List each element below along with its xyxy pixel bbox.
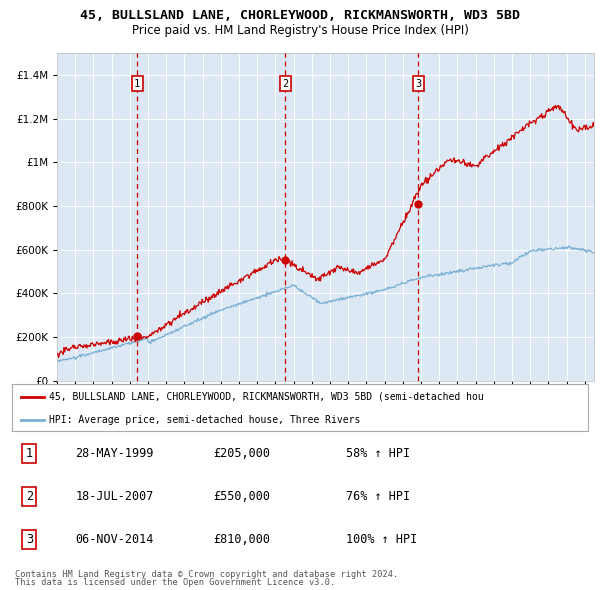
Text: 2: 2 — [26, 490, 33, 503]
Text: 76% ↑ HPI: 76% ↑ HPI — [346, 490, 410, 503]
Text: 06-NOV-2014: 06-NOV-2014 — [76, 533, 154, 546]
Text: £550,000: £550,000 — [214, 490, 271, 503]
Text: Price paid vs. HM Land Registry's House Price Index (HPI): Price paid vs. HM Land Registry's House … — [131, 24, 469, 37]
Text: Contains HM Land Registry data © Crown copyright and database right 2024.: Contains HM Land Registry data © Crown c… — [15, 570, 398, 579]
Text: £810,000: £810,000 — [214, 533, 271, 546]
Text: 100% ↑ HPI: 100% ↑ HPI — [346, 533, 418, 546]
Text: HPI: Average price, semi-detached house, Three Rivers: HPI: Average price, semi-detached house,… — [49, 415, 361, 425]
Text: 18-JUL-2007: 18-JUL-2007 — [76, 490, 154, 503]
Text: 45, BULLSLAND LANE, CHORLEYWOOD, RICKMANSWORTH, WD3 5BD: 45, BULLSLAND LANE, CHORLEYWOOD, RICKMAN… — [80, 9, 520, 22]
Text: 2: 2 — [282, 78, 289, 88]
Text: 58% ↑ HPI: 58% ↑ HPI — [346, 447, 410, 460]
Text: This data is licensed under the Open Government Licence v3.0.: This data is licensed under the Open Gov… — [15, 578, 335, 587]
Text: 3: 3 — [26, 533, 33, 546]
Text: 3: 3 — [415, 78, 421, 88]
Text: £205,000: £205,000 — [214, 447, 271, 460]
Text: 45, BULLSLAND LANE, CHORLEYWOOD, RICKMANSWORTH, WD3 5BD (semi-detached hou: 45, BULLSLAND LANE, CHORLEYWOOD, RICKMAN… — [49, 392, 484, 402]
Text: 1: 1 — [26, 447, 33, 460]
Text: 1: 1 — [134, 78, 140, 88]
Text: 28-MAY-1999: 28-MAY-1999 — [76, 447, 154, 460]
